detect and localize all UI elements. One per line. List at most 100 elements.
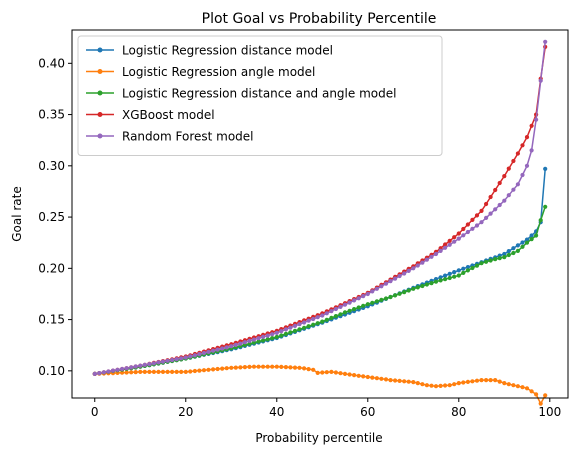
data-point (524, 237, 530, 242)
data-point (138, 369, 143, 374)
data-point (488, 211, 493, 216)
data-point (529, 233, 534, 238)
data-point (288, 325, 293, 330)
data-point (493, 378, 498, 383)
plot-frame (71, 29, 569, 399)
data-point (251, 337, 257, 342)
data-point (493, 187, 498, 193)
y-axis-label: Goal rate (10, 186, 24, 242)
data-point (502, 174, 507, 179)
data-point (402, 290, 407, 295)
data-point (497, 379, 502, 384)
data-point (424, 383, 429, 388)
data-point (497, 256, 502, 261)
data-point (147, 369, 152, 374)
y-tick-label: 0.40 (38, 56, 65, 70)
data-point (106, 369, 111, 374)
data-point (484, 378, 489, 383)
legend: Logistic Regression distance model Logist… (77, 35, 443, 156)
data-point (92, 371, 97, 376)
y-tick-label: 0.35 (38, 108, 65, 122)
data-point (479, 261, 484, 266)
data-point (302, 320, 307, 325)
data-point (411, 266, 416, 271)
data-point (142, 369, 147, 374)
data-point (415, 285, 420, 290)
data-point (361, 303, 366, 308)
data-point (138, 363, 143, 368)
data-point (179, 369, 184, 374)
data-point (270, 364, 275, 369)
x-tick-label: 60 (360, 405, 375, 419)
data-point (452, 239, 457, 244)
data-point (370, 375, 375, 380)
data-point (329, 309, 334, 314)
data-point (120, 370, 125, 375)
data-point (356, 373, 361, 378)
data-point (429, 383, 434, 388)
data-point (356, 296, 361, 301)
data-point (333, 370, 338, 375)
data-point (374, 299, 379, 304)
data-point (338, 312, 343, 317)
data-point (456, 236, 461, 241)
data-point (220, 346, 225, 351)
data-point (461, 233, 466, 238)
series-line (94, 206, 546, 375)
data-point (274, 334, 279, 340)
data-point (283, 327, 288, 332)
data-point (447, 275, 452, 281)
legend-marker (97, 47, 103, 53)
data-point (329, 369, 334, 374)
data-point (524, 135, 530, 140)
data-point (488, 194, 493, 200)
data-point (502, 255, 507, 260)
data-point (415, 381, 420, 386)
data-point (411, 286, 416, 291)
data-point (183, 369, 188, 374)
data-point (261, 338, 266, 343)
data-point (279, 329, 284, 334)
data-point (274, 330, 279, 335)
legend-marker (97, 133, 103, 139)
data-point (420, 382, 425, 387)
data-point (297, 322, 302, 327)
data-point (288, 365, 293, 370)
data-point (147, 362, 152, 367)
data-point (538, 218, 543, 223)
data-point (297, 327, 302, 332)
data-point (534, 117, 539, 122)
data-point (256, 364, 261, 369)
data-point (524, 240, 530, 245)
data-point (374, 376, 379, 381)
data-point (511, 187, 516, 192)
data-point (456, 273, 461, 278)
data-point (397, 378, 402, 383)
data-point (206, 367, 211, 372)
data-point (474, 378, 480, 383)
data-point (424, 257, 429, 262)
data-point (124, 370, 129, 375)
data-point (529, 389, 534, 394)
data-point (438, 275, 443, 280)
data-point (506, 193, 511, 198)
data-point (256, 336, 261, 341)
legend-marker (97, 90, 103, 96)
data-point (502, 251, 507, 257)
data-point (170, 357, 175, 363)
data-point (465, 265, 470, 270)
data-point (543, 204, 548, 209)
data-point (124, 366, 129, 371)
data-point (183, 355, 188, 360)
data-point (302, 325, 307, 330)
data-point (447, 383, 452, 388)
data-point (270, 336, 275, 341)
data-point (484, 215, 489, 220)
data-point (292, 365, 298, 370)
data-point (233, 342, 238, 347)
data-point (97, 371, 102, 376)
data-point (311, 367, 316, 372)
data-point (379, 376, 384, 381)
data-point (433, 279, 439, 284)
data-point (493, 257, 498, 262)
